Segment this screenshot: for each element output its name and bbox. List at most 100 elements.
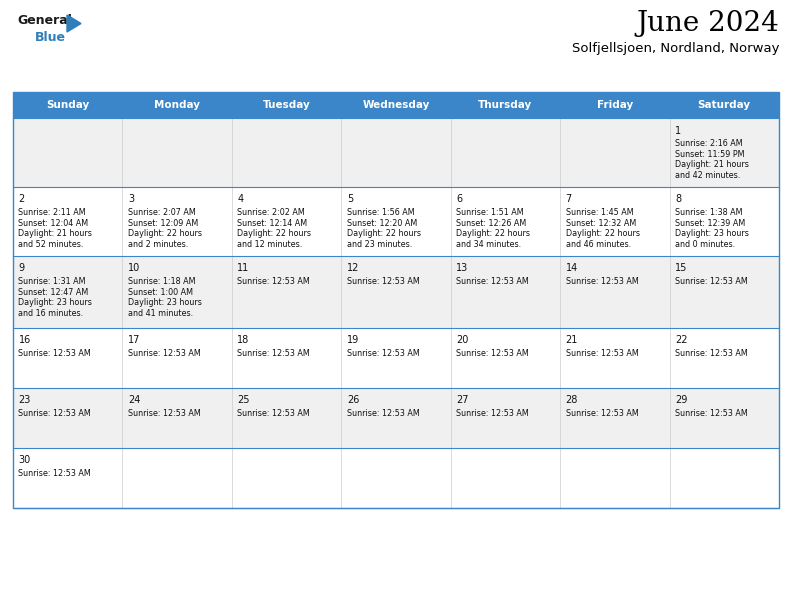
Text: Sunrise: 12:53 AM: Sunrise: 12:53 AM <box>238 349 310 359</box>
Text: Thursday: Thursday <box>478 100 532 110</box>
Text: Tuesday: Tuesday <box>263 100 310 110</box>
Text: Sunrise: 12:53 AM: Sunrise: 12:53 AM <box>565 409 638 419</box>
Text: 26: 26 <box>347 395 359 406</box>
Text: Wednesday: Wednesday <box>362 100 430 110</box>
Text: Sunrise: 1:51 AM: Sunrise: 1:51 AM <box>456 209 524 217</box>
Text: Sunrise: 2:16 AM: Sunrise: 2:16 AM <box>675 140 743 149</box>
Text: 18: 18 <box>238 335 249 346</box>
Text: Sunrise: 2:02 AM: Sunrise: 2:02 AM <box>238 209 305 217</box>
Text: and 16 minutes.: and 16 minutes. <box>18 309 84 318</box>
Text: Sunrise: 12:53 AM: Sunrise: 12:53 AM <box>18 349 91 359</box>
Text: 22: 22 <box>675 335 687 346</box>
Text: 19: 19 <box>347 335 359 346</box>
Bar <box>13 92 779 119</box>
Text: and 23 minutes.: and 23 minutes. <box>347 240 412 249</box>
Text: 16: 16 <box>18 335 31 346</box>
Bar <box>13 389 779 449</box>
Text: Sunrise: 12:53 AM: Sunrise: 12:53 AM <box>347 349 420 359</box>
Text: 9: 9 <box>18 264 25 274</box>
Text: 28: 28 <box>565 395 578 406</box>
Text: Sunset: 12:47 AM: Sunset: 12:47 AM <box>18 288 89 297</box>
Text: Sunrise: 12:53 AM: Sunrise: 12:53 AM <box>128 349 200 359</box>
Text: Sunrise: 12:53 AM: Sunrise: 12:53 AM <box>347 409 420 419</box>
Text: Sunrise: 12:53 AM: Sunrise: 12:53 AM <box>128 409 200 419</box>
Text: General: General <box>17 14 72 27</box>
Bar <box>13 92 779 509</box>
Text: 10: 10 <box>128 264 140 274</box>
Text: 15: 15 <box>675 264 687 274</box>
Text: Sunrise: 1:18 AM: Sunrise: 1:18 AM <box>128 277 196 286</box>
Text: and 42 minutes.: and 42 minutes. <box>675 171 741 180</box>
Bar <box>13 256 779 329</box>
Text: 25: 25 <box>238 395 249 406</box>
Text: Sunset: 12:04 AM: Sunset: 12:04 AM <box>18 219 89 228</box>
Text: and 41 minutes.: and 41 minutes. <box>128 309 193 318</box>
Text: Daylight: 23 hours: Daylight: 23 hours <box>18 299 93 307</box>
Text: Sunrise: 12:53 AM: Sunrise: 12:53 AM <box>18 469 91 479</box>
Text: 17: 17 <box>128 335 140 346</box>
Bar <box>13 119 779 187</box>
Text: Sunrise: 12:53 AM: Sunrise: 12:53 AM <box>675 277 748 286</box>
Text: Sunset: 12:20 AM: Sunset: 12:20 AM <box>347 219 417 228</box>
Text: Sunrise: 1:56 AM: Sunrise: 1:56 AM <box>347 209 414 217</box>
Text: and 12 minutes.: and 12 minutes. <box>238 240 303 249</box>
Text: Daylight: 23 hours: Daylight: 23 hours <box>128 299 202 307</box>
Text: Sunrise: 1:31 AM: Sunrise: 1:31 AM <box>18 277 86 286</box>
Text: 7: 7 <box>565 195 572 204</box>
Text: 14: 14 <box>565 264 578 274</box>
Text: Sunrise: 12:53 AM: Sunrise: 12:53 AM <box>456 409 529 419</box>
Text: Sunrise: 12:53 AM: Sunrise: 12:53 AM <box>238 277 310 286</box>
Text: Sunset: 12:26 AM: Sunset: 12:26 AM <box>456 219 527 228</box>
Text: Daylight: 22 hours: Daylight: 22 hours <box>456 230 530 239</box>
Text: Sunrise: 12:53 AM: Sunrise: 12:53 AM <box>18 409 91 419</box>
Text: 24: 24 <box>128 395 140 406</box>
Text: Sunrise: 12:53 AM: Sunrise: 12:53 AM <box>565 277 638 286</box>
Text: 12: 12 <box>347 264 359 274</box>
Text: Daylight: 21 hours: Daylight: 21 hours <box>675 160 749 170</box>
Text: Daylight: 22 hours: Daylight: 22 hours <box>565 230 640 239</box>
Text: Sunrise: 2:11 AM: Sunrise: 2:11 AM <box>18 209 86 217</box>
Text: Sunset: 12:39 AM: Sunset: 12:39 AM <box>675 219 745 228</box>
Text: Daylight: 23 hours: Daylight: 23 hours <box>675 230 749 239</box>
Text: and 0 minutes.: and 0 minutes. <box>675 240 735 249</box>
Text: Sunset: 1:00 AM: Sunset: 1:00 AM <box>128 288 193 297</box>
Text: Sunrise: 12:53 AM: Sunrise: 12:53 AM <box>456 349 529 359</box>
Text: 23: 23 <box>18 395 31 406</box>
Text: 21: 21 <box>565 335 578 346</box>
Text: Daylight: 21 hours: Daylight: 21 hours <box>18 230 93 239</box>
Text: and 34 minutes.: and 34 minutes. <box>456 240 521 249</box>
Text: Sunset: 12:09 AM: Sunset: 12:09 AM <box>128 219 198 228</box>
Text: Saturday: Saturday <box>698 100 751 110</box>
Text: Sunrise: 12:53 AM: Sunrise: 12:53 AM <box>675 409 748 419</box>
Text: Sunrise: 12:53 AM: Sunrise: 12:53 AM <box>347 277 420 286</box>
Text: June 2024: June 2024 <box>636 10 779 37</box>
Text: 1: 1 <box>675 125 681 135</box>
Text: 6: 6 <box>456 195 463 204</box>
Polygon shape <box>67 15 81 32</box>
Text: 30: 30 <box>18 455 31 466</box>
Text: 29: 29 <box>675 395 687 406</box>
Bar <box>13 187 779 256</box>
Text: Blue: Blue <box>35 31 66 44</box>
Text: and 2 minutes.: and 2 minutes. <box>128 240 188 249</box>
Text: Sunrise: 12:53 AM: Sunrise: 12:53 AM <box>565 349 638 359</box>
Text: Sunday: Sunday <box>46 100 89 110</box>
Text: Sunrise: 12:53 AM: Sunrise: 12:53 AM <box>675 349 748 359</box>
Text: Solfjellsjoen, Nordland, Norway: Solfjellsjoen, Nordland, Norway <box>572 42 779 55</box>
Text: 5: 5 <box>347 195 353 204</box>
Text: 4: 4 <box>238 195 243 204</box>
Text: Sunrise: 1:38 AM: Sunrise: 1:38 AM <box>675 209 743 217</box>
Text: Monday: Monday <box>154 100 200 110</box>
Text: Daylight: 22 hours: Daylight: 22 hours <box>238 230 311 239</box>
Text: 3: 3 <box>128 195 134 204</box>
Text: 11: 11 <box>238 264 249 274</box>
Text: Sunset: 12:14 AM: Sunset: 12:14 AM <box>238 219 307 228</box>
Bar <box>13 329 779 389</box>
Text: Friday: Friday <box>596 100 633 110</box>
Text: 27: 27 <box>456 395 469 406</box>
Text: 8: 8 <box>675 195 681 204</box>
Text: Sunset: 11:59 PM: Sunset: 11:59 PM <box>675 150 744 159</box>
Text: Daylight: 22 hours: Daylight: 22 hours <box>128 230 202 239</box>
Text: 2: 2 <box>18 195 25 204</box>
Text: Sunrise: 1:45 AM: Sunrise: 1:45 AM <box>565 209 634 217</box>
